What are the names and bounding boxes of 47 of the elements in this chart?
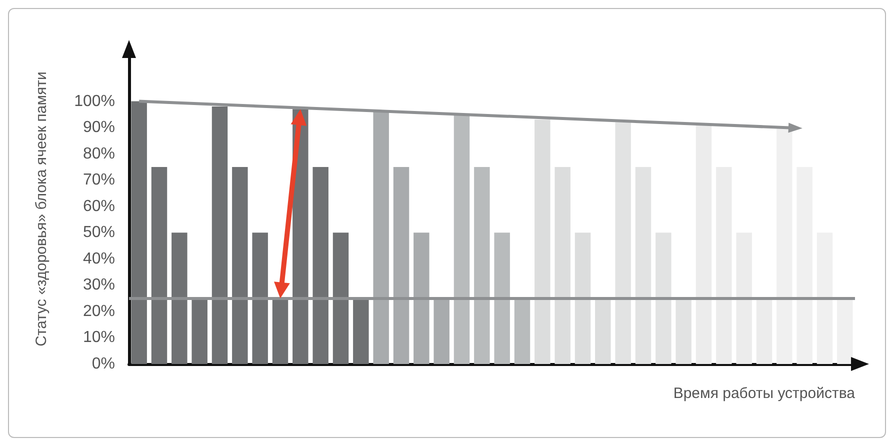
bar (172, 232, 188, 364)
y-tick-label: 90% (82, 119, 115, 136)
bar (312, 166, 328, 364)
bar (676, 298, 692, 364)
y-tick-label: 10% (82, 329, 115, 346)
x-axis-title: Время работы устройства (673, 385, 856, 402)
bar (696, 124, 712, 364)
bar (554, 166, 570, 364)
y-axis-title: Статус «здоровья» блока ячеек памяти (33, 72, 50, 346)
bar (776, 128, 792, 364)
bar (514, 298, 530, 364)
y-tick-label: 40% (82, 250, 115, 268)
y-tick-label: 20% (82, 302, 115, 320)
bar (232, 166, 248, 364)
y-tick-label: 50% (82, 224, 115, 242)
bar (212, 106, 228, 364)
bar (534, 120, 550, 364)
bar (494, 232, 510, 364)
bar (474, 166, 490, 364)
bar (373, 112, 389, 364)
y-tick-label: 80% (82, 145, 115, 162)
bar (816, 232, 833, 364)
bar (131, 101, 147, 364)
bar (414, 232, 430, 364)
bar (656, 232, 672, 364)
bar (393, 166, 410, 364)
bar (434, 298, 450, 364)
y-tick-label: 0% (92, 356, 115, 372)
bar (716, 166, 732, 364)
y-tick-label: 30% (82, 276, 115, 294)
bar (574, 232, 591, 364)
y-tick-label: 60% (82, 198, 115, 215)
bar (635, 166, 652, 364)
y-tick-label: 70% (82, 172, 115, 189)
bar (332, 232, 349, 364)
bar (595, 298, 611, 364)
bar (736, 232, 752, 364)
bar (353, 298, 369, 364)
bar (252, 232, 268, 364)
bar (796, 166, 812, 364)
bar (151, 166, 168, 364)
bar (756, 298, 772, 364)
y-tick-label: 100% (74, 92, 115, 110)
bar (837, 298, 853, 364)
bar (192, 298, 208, 364)
bar (454, 114, 470, 364)
bar (615, 122, 631, 364)
